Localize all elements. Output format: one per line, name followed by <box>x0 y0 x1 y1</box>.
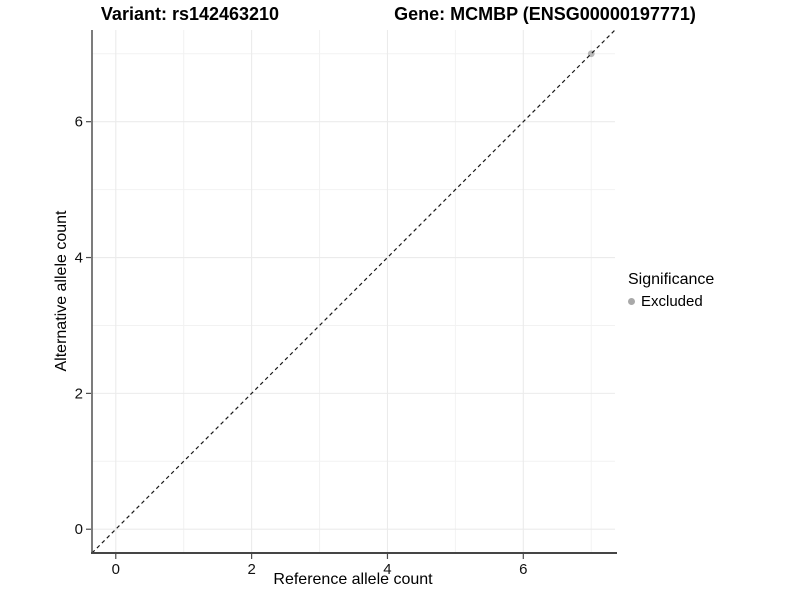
y-tick-label: 6 <box>75 114 83 131</box>
identity-reference-line <box>91 29 616 554</box>
x-tick-label: 0 <box>112 561 120 578</box>
x-tick-label: 4 <box>383 561 391 578</box>
x-tick-label: 2 <box>247 561 255 578</box>
legend: Significance Excluded <box>628 271 714 310</box>
plot-title-gene: Gene: MCMBP (ENSG00000197771) <box>394 4 696 24</box>
legend-item-label: Excluded <box>641 293 703 310</box>
plot-title-variant: Variant: rs142463210 <box>100 4 280 24</box>
y-axis-title: Alternative allele count <box>53 210 70 372</box>
y-tick-label: 0 <box>75 521 83 538</box>
legend-item-excluded: Excluded <box>628 293 714 310</box>
x-axis-title: Reference allele count <box>273 571 433 588</box>
legend-title: Significance <box>628 271 715 288</box>
y-tick-label: 2 <box>75 385 83 402</box>
excluded-point-icon <box>628 298 635 305</box>
x-tick-label: 6 <box>519 561 527 578</box>
y-tick-label: 4 <box>75 250 83 267</box>
